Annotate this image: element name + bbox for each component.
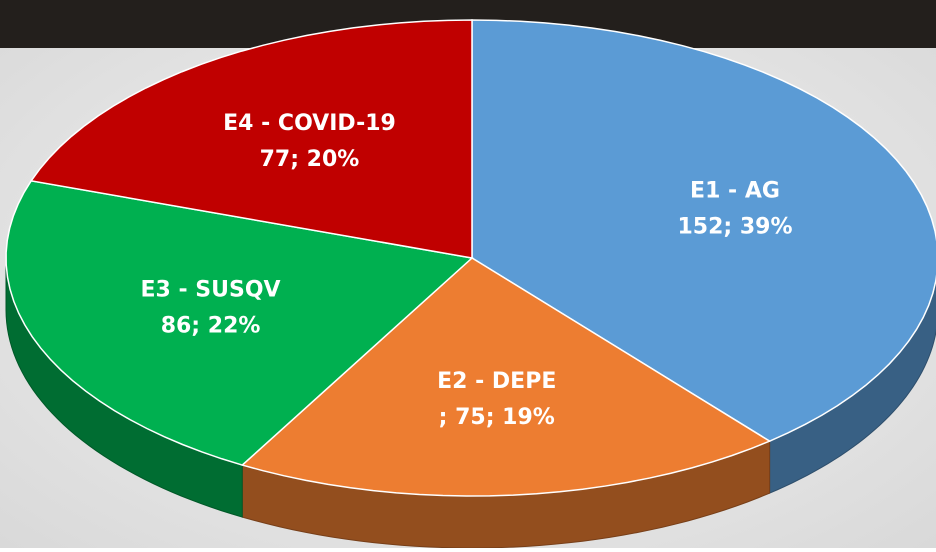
slice — [5, 179, 474, 466]
value-label: ; 75; 19% — [439, 405, 555, 430]
value-label: 152; 39% — [677, 215, 792, 240]
slice-label: E2 - DEPE — [437, 369, 556, 394]
slice — [240, 257, 772, 497]
slice-label: E1 - AG — [690, 179, 780, 204]
value-label: 86; 22% — [161, 314, 261, 339]
pie: E1 - AG 152; 39% E2 - DEPE ; 75; 19% E3 - SU… — [5, 19, 936, 549]
slice — [471, 19, 936, 442]
slice — [29, 19, 473, 259]
value-label: 77; 20% — [260, 147, 360, 172]
slice-label: E4 - COVID-19 — [223, 111, 396, 136]
slice-label: E3 - SUSQV — [141, 278, 281, 303]
